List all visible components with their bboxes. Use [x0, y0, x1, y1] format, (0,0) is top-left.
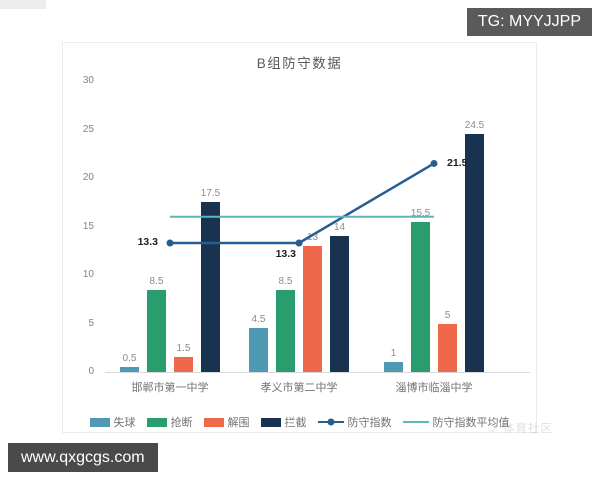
chart-card: B组防守数据 [62, 42, 537, 433]
corner-artifact [0, 0, 46, 9]
legend-item-3: 拦截 [260, 414, 307, 430]
legend-swatch-icon [203, 417, 224, 427]
legend-item-1: 抢断 [146, 414, 193, 430]
legend-label: 解围 [227, 417, 250, 429]
legend-item-4: 防守指数 [317, 414, 392, 430]
legend-label: 拦截 [284, 417, 307, 429]
legend-swatch-icon [260, 417, 281, 427]
legend-item-2: 解围 [203, 414, 250, 430]
community-watermark: ☺ 体育社区 [486, 423, 553, 435]
legend-label: 抢断 [170, 417, 193, 429]
site-watermark-badge: www.qxgcgs.com [8, 443, 158, 472]
chart-title: B组防守数据 [256, 56, 343, 71]
legend-label: 防守指数 [347, 417, 392, 429]
chart-legend: 失球 抢断 解围 拦截 防守指数 防守指数平均值 [62, 414, 537, 430]
legend-label: 防守指数平均值 [432, 417, 510, 429]
tg-watermark-badge: TG: MYYJJPP [466, 8, 592, 36]
legend-line-icon [402, 421, 429, 423]
legend-item-5: 防守指数平均值 [402, 414, 510, 430]
legend-item-0: 失球 [89, 414, 136, 430]
legend-swatch-icon [89, 417, 110, 427]
legend-label: 失球 [113, 417, 136, 429]
legend-line-marker-icon [317, 418, 344, 426]
legend-swatch-icon [146, 417, 167, 427]
